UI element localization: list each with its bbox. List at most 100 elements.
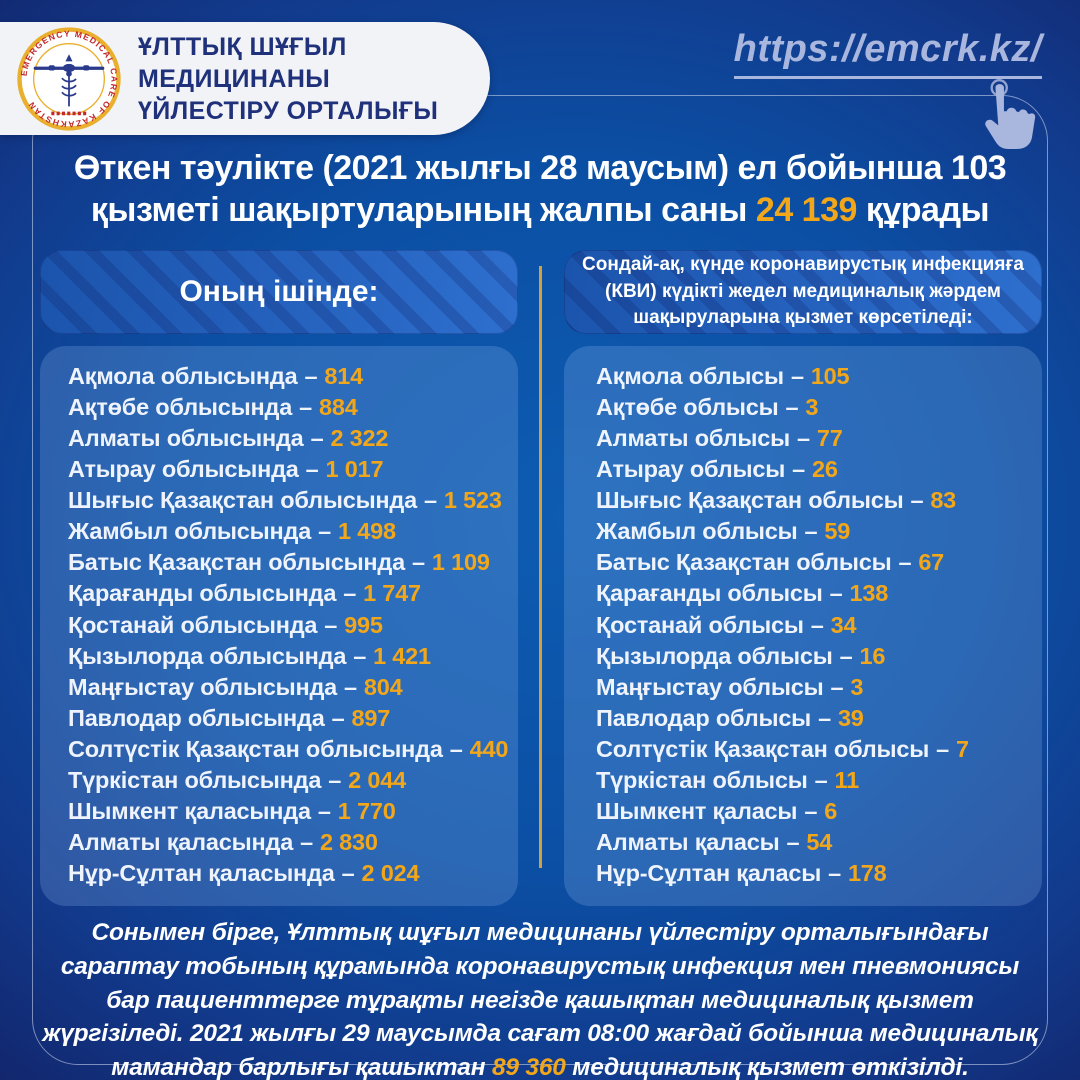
region-label: Нұр-Сұлтан қаласында — [68, 860, 335, 886]
region-label: Ақмола облысы — [596, 363, 784, 389]
region-value: 34 — [830, 611, 857, 638]
dash-separator: – — [829, 580, 843, 607]
right-panel-list: Ақмола облысы –105 Ақтөбе облысы –3 Алматы… — [564, 346, 1042, 906]
region-value: 11 — [834, 766, 860, 793]
list-item: Маңғыстау облысы –3 — [596, 674, 1036, 701]
website-link[interactable]: https://emcrk.kz/ — [733, 28, 1042, 79]
region-value: 2 024 — [361, 860, 420, 886]
dash-separator: – — [814, 766, 828, 793]
list-item: Ақтөбе облысы –3 — [596, 394, 1036, 421]
list-item: Нұр-Сұлтан қаласы –178 — [596, 860, 1036, 887]
region-value: 1 747 — [363, 580, 421, 607]
headline-total: 24 139 — [755, 191, 858, 230]
region-label: Нұр-Сұлтан қаласы — [596, 860, 822, 886]
region-label: Түркістан облысы — [596, 766, 808, 793]
region-value: 1 421 — [373, 642, 431, 669]
list-item: Ақмола облысы –105 — [596, 363, 1036, 390]
region-label: Қостанай облысы — [596, 611, 804, 638]
list-item: Алматы қаласында –2 830 — [68, 829, 512, 856]
gold-divider — [539, 266, 542, 868]
list-item: Қарағанды облысы –138 — [596, 580, 1036, 607]
dash-separator: – — [343, 580, 357, 607]
list-item: Алматы облысы –77 — [596, 425, 1036, 452]
region-label: Қарағанды облысында — [68, 580, 337, 607]
region-label: Шымкент қаласында — [68, 797, 311, 824]
region-value: 2 830 — [319, 828, 378, 855]
list-item: Нұр-Сұлтан қаласында –2 024 — [68, 860, 512, 887]
dash-separator: – — [830, 673, 844, 700]
list-item: Павлодар облысы –39 — [596, 705, 1036, 732]
list-item: Батыс Қазақстан облысы –67 — [596, 549, 1036, 576]
region-value: 138 — [849, 580, 889, 607]
region-label: Павлодар облысы — [596, 704, 812, 731]
dash-separator: – — [785, 394, 799, 421]
org-name: ҰЛТТЫҚ ШҰҒЫЛ МЕДИЦИНАНЫ ҮЙЛЕСТІРУ ОРТАЛЫ… — [138, 31, 490, 127]
region-label: Қостанай облысында — [68, 611, 318, 638]
dash-separator: – — [786, 828, 800, 855]
tap-hand-icon — [985, 78, 1036, 149]
dash-separator: – — [818, 704, 831, 731]
region-value: 2 044 — [348, 766, 406, 793]
org-name-line2: ҮЙЛЕСТІРУ ОРТАЛЫҒЫ — [138, 96, 439, 125]
list-item: Маңғыстау облысында –804 — [68, 674, 512, 701]
region-label: Түркістан облысында — [68, 766, 322, 793]
list-item: Шымкент қаласында –1 770 — [68, 798, 512, 825]
dash-separator: – — [792, 456, 805, 483]
region-label: Алматы қаласында — [68, 828, 294, 855]
region-label: Батыс Қазақстан облысы — [596, 549, 892, 576]
region-value: 3 — [805, 394, 819, 421]
region-label: Атырау облысында — [68, 456, 299, 483]
list-item: Шығыс Қазақстан облысы –83 — [596, 487, 1036, 514]
region-label: Шымкент қаласы — [596, 797, 798, 824]
dash-separator: – — [299, 394, 312, 421]
list-item: Солтүстік Қазақстан облысы –7 — [596, 736, 1036, 763]
region-value: 995 — [344, 611, 383, 638]
dash-separator: – — [910, 487, 924, 514]
region-value: 6 — [824, 797, 838, 824]
dash-separator: – — [796, 425, 810, 452]
region-label: Жамбыл облысы — [596, 518, 798, 545]
right-panel-title: Сондай-ақ, күнде коронавирустық инфекция… — [564, 250, 1042, 334]
dash-separator: – — [839, 642, 853, 669]
region-label: Батыс Қазақстан облысында — [68, 549, 406, 576]
region-value: 2 322 — [330, 425, 389, 452]
region-label: Солтүстік Қазақстан облысы — [596, 735, 930, 762]
list-item: Шымкент қаласы –6 — [596, 798, 1036, 825]
list-item: Қостанай облысында –995 — [68, 612, 512, 639]
region-label: Шығыс Қазақстан облысында — [68, 487, 418, 514]
footer-highlight: 89 360 — [491, 1054, 566, 1080]
header-card: EMERGENCY MEDICAL CARE OF KAZAKHSTAN ҰЛТ… — [0, 22, 490, 135]
region-value: 26 — [811, 456, 838, 483]
region-value: 39 — [837, 704, 864, 731]
region-label: Қарағанды облысы — [596, 580, 823, 607]
headline-post: құрады — [865, 191, 990, 230]
footer-post: медициналық қызмет өткізілді. — [572, 1054, 969, 1080]
region-label: Маңғыстау облысында — [68, 673, 338, 700]
region-value: 884 — [319, 394, 358, 421]
dash-separator: – — [331, 704, 345, 731]
list-item: Қостанай облысы –34 — [596, 612, 1036, 639]
headline-pre: Өткен тәулікте (2021 жылғы 28 маусым) ел… — [73, 149, 1007, 230]
region-value: 814 — [324, 363, 363, 389]
region-label: Шығыс Қазақстан облысы — [596, 487, 904, 514]
dash-separator: – — [300, 828, 313, 855]
list-item: Солтүстік Қазақстан облысында –440 — [68, 736, 512, 763]
region-label: Алматы қаласы — [596, 828, 780, 855]
region-value: 16 — [859, 642, 886, 669]
dash-separator: – — [828, 860, 841, 886]
content-outline — [32, 95, 1048, 1065]
region-value: 105 — [810, 363, 850, 389]
region-label: Павлодар облысында — [68, 704, 325, 731]
region-label: Ақтөбе облысында — [68, 394, 293, 421]
region-value: 804 — [363, 673, 403, 700]
dash-separator: – — [304, 363, 318, 389]
dash-separator: – — [424, 487, 437, 514]
list-item: Қарағанды облысында –1 747 — [68, 580, 512, 607]
region-value: 897 — [351, 704, 391, 731]
caduceus-icon — [61, 70, 77, 106]
list-item: Батыс Қазақстан облысында –1 109 — [68, 549, 512, 576]
headline: Өткен тәулікте (2021 жылғы 28 маусым) ел… — [40, 147, 1040, 231]
dash-separator: – — [305, 456, 319, 483]
list-item: Қызылорда облысы –16 — [596, 643, 1036, 670]
